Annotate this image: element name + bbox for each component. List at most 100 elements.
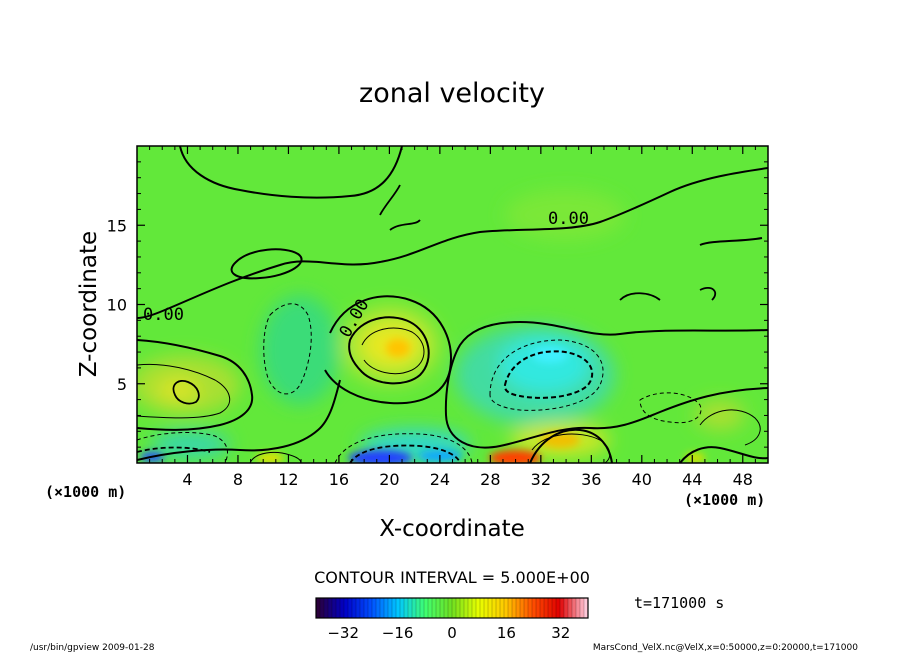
negative-contour [503,350,594,399]
negative-contour [489,339,604,411]
chart-title: zonal velocity [359,78,545,109]
contour-interval-label: CONTOUR INTERVAL = 5.000E+00 [314,568,590,587]
colorbar-cell [476,598,481,618]
colorbar-cell [480,598,485,618]
colorbar-cell [516,598,521,618]
colorbar-cell [564,598,569,618]
colorbar-cell [488,598,493,618]
colorbar-cell [552,598,557,618]
zero-contour [137,339,254,431]
field-core [532,347,568,363]
zero-contour [379,184,717,301]
zero-contour [137,167,768,319]
x-tick-label: 48 [733,470,753,489]
colorbar-cell [556,598,561,618]
x-unit-note: (×1000 m) [684,491,765,509]
colorbar-cell [472,598,477,618]
colorbar-cell [428,598,433,618]
colorbar-cell [440,598,445,618]
colorbar-cell [524,598,529,618]
zero-contour [230,248,303,280]
x-tick-label: 44 [682,470,702,489]
field-core [685,453,705,463]
x-tick-label: 32 [531,470,551,489]
colorbar-cell [360,598,365,618]
colorbar-cell [416,598,421,618]
colorbar-cell [500,598,505,618]
colorbar-cell [324,598,329,618]
colorbar-cell [420,598,425,618]
zero-contour [529,428,613,463]
contour-lines [137,146,768,463]
colorbar-tick-label: −32 [327,624,359,642]
x-tick-label: 4 [182,470,192,489]
x-tick-label: 24 [430,470,450,489]
colorbar [315,597,589,619]
colorbar-tick-label: −16 [382,624,414,642]
colorbar-cell [388,598,393,618]
colorbar-cell [380,598,385,618]
x-tick-label: 8 [233,470,243,489]
positive-contour [531,433,611,463]
colorbar-cell [452,598,457,618]
colorbar-cell [348,598,353,618]
colorbar-cell [504,598,509,618]
colorbar-cell [372,598,377,618]
zero-contour [679,446,768,463]
positive-contour [361,327,425,375]
colorbar-cell [536,598,541,618]
colorbar-cell [460,598,465,618]
colorbar-cell [396,598,401,618]
field-blob [156,378,200,402]
colorbar-cell [408,598,413,618]
colorbar-ticks: −32 −16 0 16 32 [327,624,570,642]
contour-label: 0.00 [143,305,184,325]
colorbar-cell [356,598,361,618]
colorbar-cell [508,598,513,618]
colorbar-cell [484,598,489,618]
colorbar-cell [584,598,589,618]
y-tick-label: 15 [107,216,127,235]
colorbar-cell [340,598,345,618]
colorbar-cell [404,598,409,618]
colorbar-frame [315,597,589,619]
colorbar-cell [532,598,537,618]
colorbar-cell [444,598,449,618]
colorbar-cell [528,598,533,618]
y-tick-label: 5 [117,375,127,394]
colorbar-cell [364,598,369,618]
y-unit-note: (×1000 m) [45,483,126,501]
negative-contour [137,432,228,463]
zero-contour [348,316,430,385]
x-tick-label: 36 [581,470,601,489]
field-blob [260,295,340,405]
field-background [137,146,768,463]
x-tick-label: 40 [632,470,652,489]
colorbar-cell [336,598,341,618]
colorbar-cell [544,598,549,618]
colorbar-cell [368,598,373,618]
negative-contour [349,444,461,463]
colorbar-tick-label: 0 [447,624,457,642]
colorbar-cell [568,598,573,618]
colorbar-cell [560,598,565,618]
x-tick-label: 28 [480,470,500,489]
negative-contour [334,433,473,463]
x-tick-label: 16 [329,470,349,489]
x-axis-title: X-coordinate [379,516,525,542]
colorbar-cell [424,598,429,618]
colorbar-cell [496,598,501,618]
colorbar-cell [464,598,469,618]
colorbar-tick-label: 32 [551,624,570,642]
colorbar-cell [320,598,325,618]
colorbar-cell [512,598,517,618]
colorbar-cell [400,598,405,618]
zero-contour [699,237,763,246]
y-axis: 5 10 15 [107,161,768,448]
positive-contour [137,363,230,419]
negative-contour [137,446,211,453]
colorbar-cell [328,598,333,618]
footer-left: /usr/bin/gpview 2009-01-28 [30,643,155,653]
colorbar-cell [576,598,581,618]
